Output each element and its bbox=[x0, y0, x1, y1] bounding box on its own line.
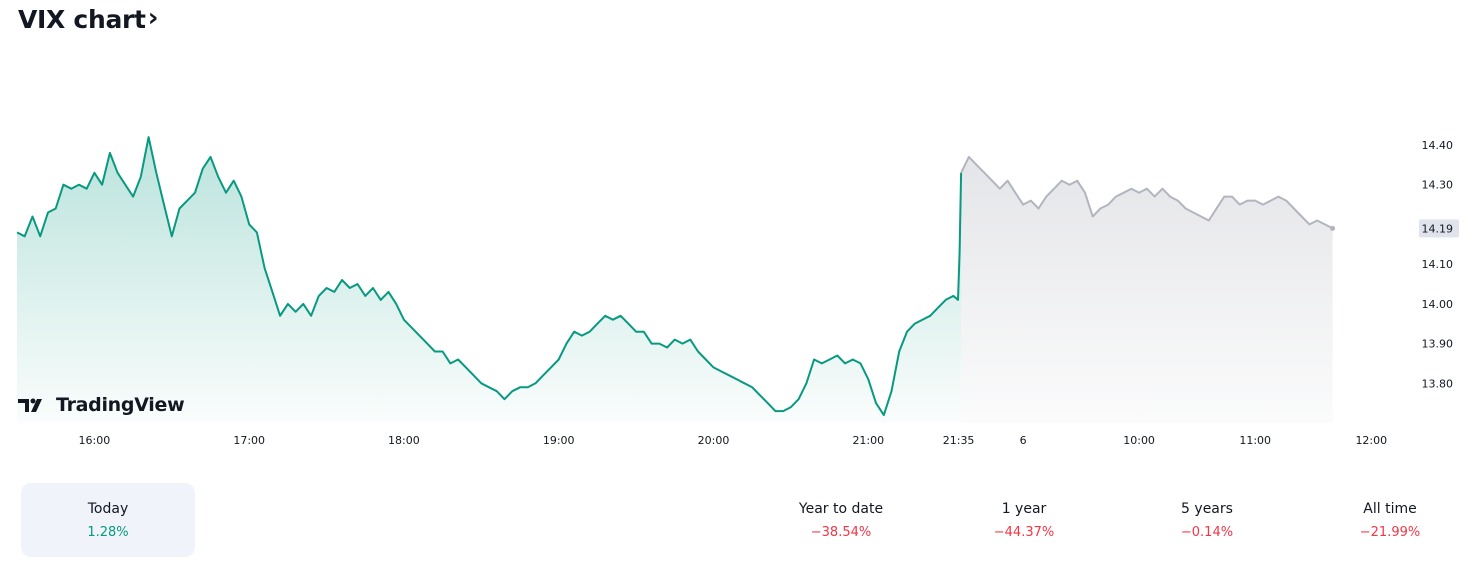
perf-value: 1.28% bbox=[87, 525, 129, 540]
x-tick-label: 16:00 bbox=[79, 434, 111, 447]
x-tick-label: 6 bbox=[1020, 434, 1027, 447]
perf-value: −44.37% bbox=[993, 525, 1055, 540]
perf-tab-all-time[interactable]: All time −21.99% bbox=[1345, 483, 1435, 557]
x-tick-label: 17:00 bbox=[233, 434, 265, 447]
last-price-marker bbox=[1330, 225, 1336, 231]
perf-value: −38.54% bbox=[810, 525, 872, 540]
tradingview-logo[interactable]: TradingView bbox=[18, 394, 185, 416]
tradingview-logo-icon bbox=[18, 398, 42, 412]
perf-tab-ytd[interactable]: Year to date −38.54% bbox=[781, 483, 901, 557]
post-session-price-line bbox=[960, 155, 1334, 230]
perf-tab-5y[interactable]: 5 years −0.14% bbox=[1157, 483, 1257, 557]
session-area-fill bbox=[17, 137, 962, 423]
x-tick-label: 20:00 bbox=[698, 434, 730, 447]
session-price-line bbox=[16, 136, 963, 417]
y-tick-label: 14.40 bbox=[1422, 139, 1454, 152]
perf-value: −0.14% bbox=[1180, 525, 1234, 540]
perf-value: −21.99% bbox=[1359, 525, 1421, 540]
y-tick-label: 14.30 bbox=[1422, 179, 1454, 192]
perf-tab-1y[interactable]: 1 year −44.37% bbox=[974, 483, 1074, 557]
x-tick-label: 10:00 bbox=[1123, 434, 1155, 447]
post-session-area-fill bbox=[961, 156, 1333, 423]
tradingview-logo-text: TradingView bbox=[56, 394, 185, 416]
x-tick-label: 18:00 bbox=[388, 434, 420, 447]
perf-label: Year to date bbox=[798, 501, 884, 517]
y-tick-label: 14.00 bbox=[1422, 298, 1454, 311]
x-tick-label: 21:00 bbox=[852, 434, 884, 447]
page-title: VIX chart bbox=[18, 4, 146, 34]
perf-label: Today bbox=[87, 501, 129, 517]
last-price-tag bbox=[1419, 219, 1459, 238]
y-tick-label: 14.10 bbox=[1422, 258, 1454, 271]
chart-title-link[interactable]: VIX chart › bbox=[18, 3, 159, 34]
price-chart[interactable]: 16:00 17:00 18:00 19:00 20:00 21:00 21:35 6 10:0… bbox=[0, 0, 1483, 470]
x-tick-label: 12:00 bbox=[1355, 434, 1387, 447]
x-tick-label: 19:00 bbox=[543, 434, 575, 447]
x-tick-label: 11:00 bbox=[1239, 434, 1271, 447]
perf-label: All time bbox=[1363, 501, 1417, 517]
perf-tab-today[interactable]: Today 1.28% bbox=[21, 483, 195, 557]
perf-label: 1 year bbox=[1001, 501, 1047, 517]
last-price-label: 14.19 bbox=[1422, 222, 1454, 235]
y-tick-label: 13.80 bbox=[1422, 377, 1454, 390]
y-tick-label: 13.90 bbox=[1422, 338, 1454, 351]
perf-label: 5 years bbox=[1181, 501, 1233, 517]
x-tick-label: 21:35 bbox=[943, 434, 975, 447]
chevron-right-icon: › bbox=[147, 3, 159, 33]
